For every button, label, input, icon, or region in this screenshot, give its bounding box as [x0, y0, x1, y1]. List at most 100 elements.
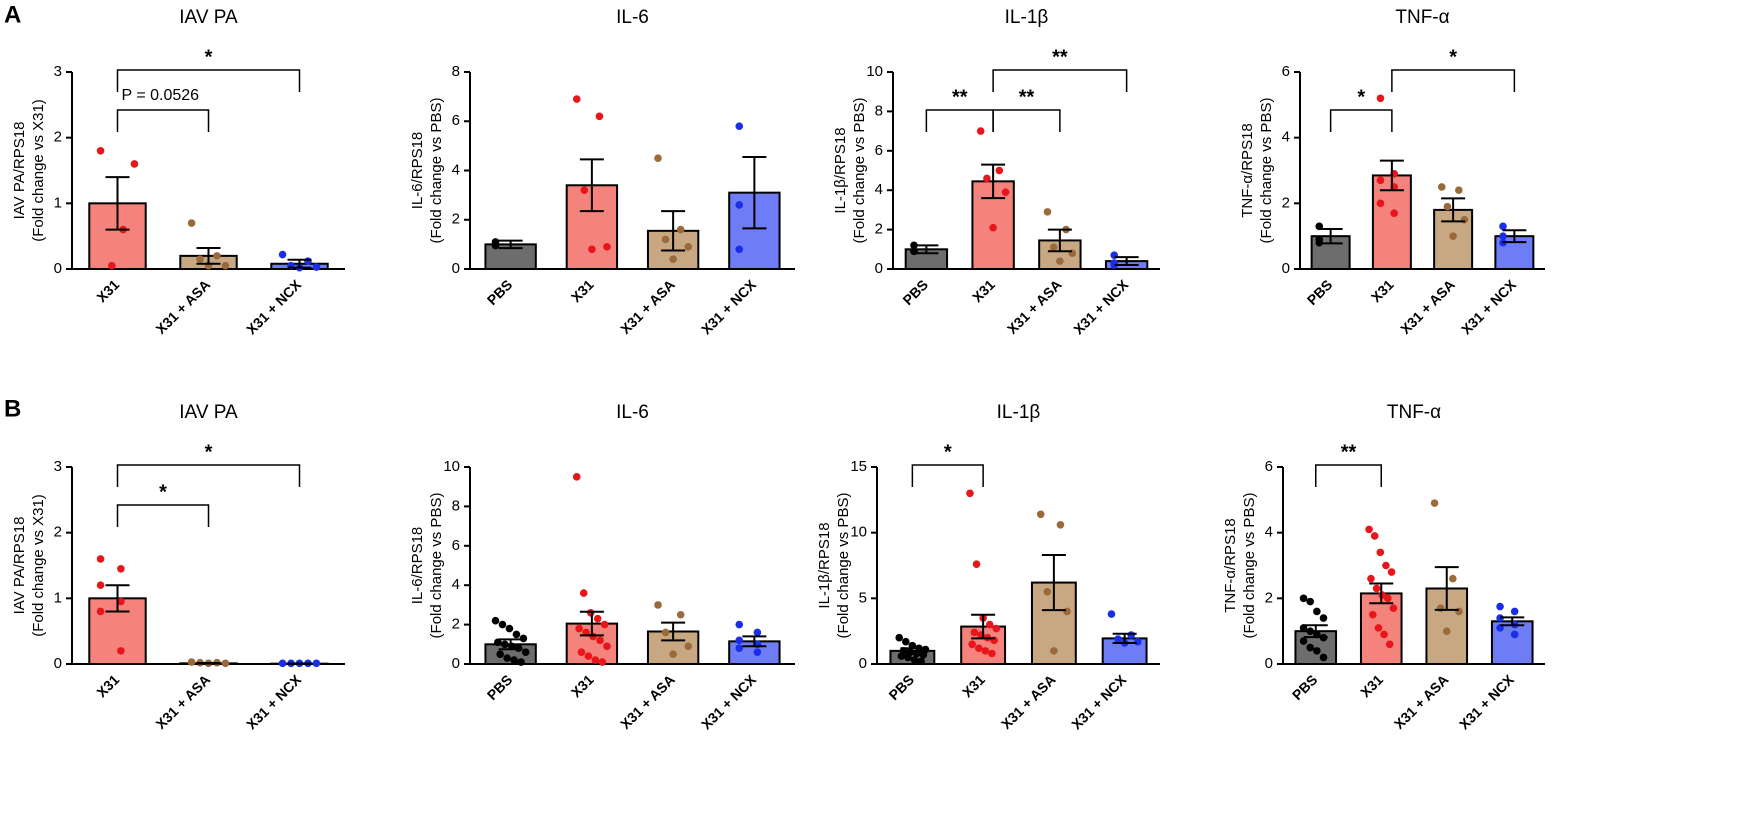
- data-point: [278, 250, 287, 259]
- data-point: [312, 263, 321, 271]
- chart-title: IL-1β: [997, 402, 1041, 423]
- y-axis-label: (Fold change vs PBS): [1258, 98, 1275, 244]
- significance-label: *: [159, 481, 167, 503]
- chart-title: IL-1β: [1005, 7, 1049, 28]
- data-point: [968, 640, 976, 649]
- y-tick-label: 0: [859, 655, 867, 672]
- x-tick-label: X31 + NCX: [698, 671, 760, 733]
- data-point: [1510, 630, 1519, 639]
- data-point: [1374, 624, 1383, 632]
- data-point: [1127, 631, 1136, 639]
- y-axis-label: (Fold change vs PBS): [835, 493, 852, 639]
- data-point: [1376, 176, 1385, 185]
- data-point: [1001, 188, 1010, 196]
- y-axis-label: (Fold change vs PBS): [851, 98, 868, 244]
- data-point: [501, 640, 509, 649]
- data-point: [1319, 653, 1328, 662]
- data-point: [108, 261, 116, 270]
- data-point: [919, 651, 928, 659]
- data-point: [753, 628, 762, 637]
- data-point: [1442, 627, 1451, 635]
- y-tick-label: 3: [54, 63, 62, 80]
- x-tick-label: X31: [1368, 276, 1397, 305]
- y-tick-label: 6: [1282, 63, 1290, 80]
- y-tick-label: 6: [1265, 458, 1273, 475]
- data-point: [735, 122, 744, 130]
- error-bar: [661, 621, 686, 642]
- data-point: [221, 261, 230, 270]
- y-tick-label: 0: [1282, 260, 1290, 277]
- error-bar: [742, 635, 767, 648]
- data-point: [1133, 637, 1142, 646]
- data-point: [983, 174, 991, 183]
- data-point: [510, 656, 518, 664]
- data-point: [1389, 604, 1398, 612]
- y-tick-label: 0: [875, 260, 883, 277]
- x-tick-label: PBS: [1304, 276, 1336, 308]
- data-point: [1370, 532, 1379, 540]
- y-tick-label: 2: [452, 616, 460, 633]
- data-point: [517, 658, 525, 666]
- data-point: [498, 620, 507, 629]
- data-point: [904, 653, 912, 662]
- data-point: [1306, 597, 1315, 606]
- data-point: [312, 659, 321, 668]
- y-tick-label: 6: [875, 142, 883, 159]
- data-point: [985, 620, 994, 629]
- data-point: [593, 614, 602, 623]
- y-tick-label: 2: [54, 524, 62, 541]
- y-tick-label: 1: [54, 194, 62, 211]
- significance-label: *: [1357, 86, 1365, 108]
- error-bar: [1369, 582, 1394, 605]
- data-point: [1313, 647, 1321, 655]
- y-tick-label: 2: [54, 129, 62, 146]
- data-point: [1376, 94, 1385, 103]
- data-point: [598, 658, 607, 666]
- error-bar: [1047, 228, 1072, 253]
- significance-label: *: [944, 441, 952, 463]
- data-point: [1365, 525, 1373, 534]
- data-point: [684, 243, 693, 251]
- y-axis-label: (Fold change vs PBS): [428, 98, 445, 244]
- error-bar: [742, 155, 767, 230]
- data-point: [995, 166, 1004, 175]
- significance-bracket: [992, 69, 1128, 92]
- y-tick-label: 4: [452, 576, 460, 593]
- data-point: [735, 636, 744, 645]
- x-tick-label: X31 + NCX: [243, 276, 305, 338]
- data-point: [1496, 602, 1504, 611]
- data-point: [1455, 607, 1463, 616]
- error-bar: [981, 163, 1006, 200]
- y-axis-label: (Fold change vs PBS): [428, 493, 445, 639]
- y-tick-label: 8: [875, 102, 883, 119]
- data-point: [579, 589, 588, 597]
- error-bar: [105, 176, 130, 231]
- chart-title: IAV PA: [179, 7, 238, 28]
- data-point: [584, 652, 593, 660]
- data-point: [970, 628, 979, 637]
- error-bar: [914, 244, 939, 255]
- x-tick-label: X31 + ASA: [1397, 276, 1458, 337]
- data-point: [1499, 232, 1507, 240]
- x-tick-label: X31 + NCX: [1458, 276, 1520, 338]
- data-point: [895, 633, 904, 642]
- data-point: [1043, 208, 1052, 216]
- x-tick-label: X31: [568, 276, 597, 305]
- data-point: [221, 659, 230, 668]
- data-point: [494, 638, 502, 647]
- data-point: [187, 219, 196, 227]
- chart-title: IL-6: [616, 7, 649, 28]
- y-axis-label: (Fold change vs X31): [30, 99, 47, 242]
- error-bar: [287, 258, 312, 269]
- data-point: [676, 610, 685, 619]
- error-bar: [1114, 256, 1139, 267]
- y-tick-label: 0: [1265, 655, 1273, 672]
- y-tick-label: 10: [443, 458, 460, 475]
- chart-title: TNF-α: [1395, 7, 1449, 28]
- x-tick-label: PBS: [885, 671, 917, 703]
- y-tick-label: 6: [452, 537, 460, 554]
- data-point: [580, 186, 589, 194]
- y-tick-label: 15: [850, 458, 867, 475]
- data-point: [1496, 614, 1504, 622]
- data-point: [1430, 499, 1439, 507]
